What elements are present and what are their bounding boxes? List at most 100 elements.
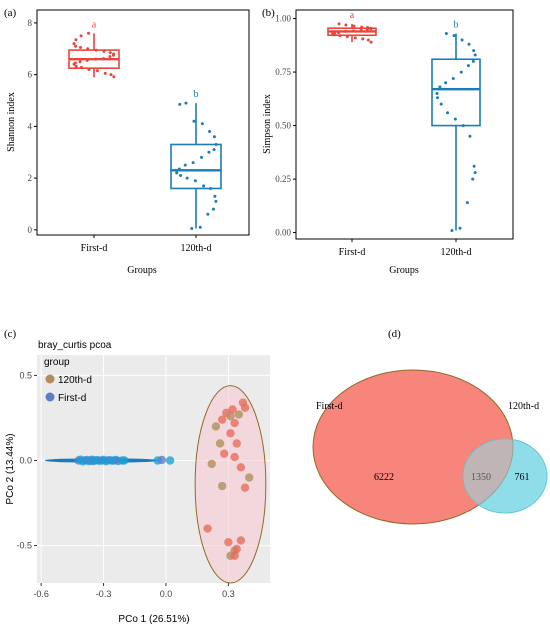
data-point — [467, 42, 471, 46]
x-tick-label: 120th-d — [440, 247, 471, 258]
data-point — [468, 134, 472, 138]
axis-ticks: -0.6 -0.3 0.0 0.3 -0.5 0.0 0.5 — [16, 370, 234, 599]
y-tick-label: 0.25 — [275, 174, 291, 184]
x-axis-label: Groups — [389, 265, 419, 276]
data-point — [211, 207, 215, 211]
data-point — [369, 40, 373, 44]
data-point — [214, 142, 218, 146]
data-point — [366, 38, 370, 42]
data-point — [446, 111, 450, 115]
significance-letter: a — [92, 19, 97, 30]
venn-count-first-d: 6222 — [374, 472, 394, 483]
data-point — [95, 69, 99, 73]
venn-label-120th-d: 120th-d — [508, 401, 539, 412]
data-point — [74, 38, 78, 42]
data-point — [74, 44, 78, 48]
data-point — [174, 168, 178, 172]
data-point — [226, 429, 235, 438]
y-tick-label: 2 — [28, 173, 33, 183]
data-point — [351, 29, 355, 33]
data-point — [450, 228, 454, 232]
plot-frame — [36, 9, 250, 236]
x-axis-label: Groups — [127, 265, 157, 276]
y-tick-label: 0.00 — [275, 228, 291, 238]
data-point — [103, 71, 107, 75]
box-body — [170, 143, 222, 190]
data-point — [460, 38, 464, 42]
data-point — [473, 53, 477, 57]
data-point — [240, 403, 250, 412]
data-point — [157, 455, 167, 465]
data-point — [472, 49, 476, 53]
y-tick-label: -0.5 — [16, 541, 32, 551]
boxes: ab — [327, 10, 481, 232]
y-ticks: 0 2 4 6 8 — [28, 18, 37, 235]
data-point — [87, 67, 91, 71]
data-point — [86, 47, 90, 51]
x-tick-label: -0.6 — [33, 589, 49, 599]
legend-label-120th-d: 120th-d — [58, 375, 92, 386]
data-point — [102, 49, 106, 53]
data-point — [200, 122, 204, 126]
data-point — [366, 26, 370, 30]
data-point — [85, 58, 89, 62]
data-point — [473, 171, 477, 175]
y-tick-label: 6 — [28, 70, 33, 80]
data-point — [214, 199, 218, 203]
y-axis-label: PCo 2 (13.44%) — [5, 433, 16, 504]
data-point — [345, 35, 349, 39]
x-tick-label: First-d — [339, 247, 366, 258]
boxes: ab — [68, 19, 222, 231]
data-point — [191, 161, 195, 165]
x-ticks: First-d 120th-d — [81, 235, 212, 254]
data-point — [240, 483, 250, 492]
y-tick-label: 8 — [28, 18, 33, 28]
data-point — [359, 28, 363, 32]
venn-label-first-d: First-d — [316, 401, 343, 412]
data-point — [78, 60, 82, 64]
data-point — [236, 536, 246, 545]
legend-label-first-d: First-d — [58, 393, 86, 404]
data-point — [93, 57, 97, 61]
data-point — [177, 167, 181, 171]
data-point — [79, 65, 83, 69]
data-point — [369, 26, 373, 30]
data-point — [232, 439, 241, 448]
data-point — [343, 29, 347, 33]
data-point — [453, 117, 457, 121]
data-point — [213, 194, 217, 198]
data-point — [206, 212, 210, 216]
data-point — [230, 418, 239, 428]
venn-overlap — [462, 438, 548, 514]
data-point — [183, 163, 187, 167]
series-120th-d — [203, 398, 254, 560]
legend-swatch-first-d — [45, 392, 55, 402]
panel-label-a: (a) — [4, 7, 17, 19]
points — [44, 385, 267, 584]
venn-count-intersection: 1350 — [471, 472, 491, 483]
data-point — [332, 31, 336, 35]
y-ticks: 0.00 0.25 0.50 0.75 1.00 — [275, 14, 296, 238]
data-point — [211, 422, 221, 431]
data-point — [74, 64, 78, 68]
group-ellipse-120th-d — [194, 385, 267, 584]
data-point — [451, 76, 455, 80]
data-point — [435, 91, 439, 95]
box-First-d: a — [327, 10, 377, 44]
data-point — [102, 57, 106, 61]
data-point — [338, 34, 342, 38]
data-point — [344, 23, 348, 27]
data-point — [471, 177, 475, 181]
data-point — [215, 439, 225, 448]
data-point — [165, 456, 175, 465]
box-120th-d: b — [170, 89, 222, 231]
data-point — [244, 473, 254, 482]
data-point — [444, 81, 448, 85]
data-point — [353, 36, 357, 40]
data-point — [178, 102, 182, 106]
data-point — [108, 55, 112, 59]
data-point — [94, 48, 98, 52]
data-point — [200, 155, 204, 159]
data-point — [108, 51, 112, 55]
data-point — [73, 61, 77, 65]
